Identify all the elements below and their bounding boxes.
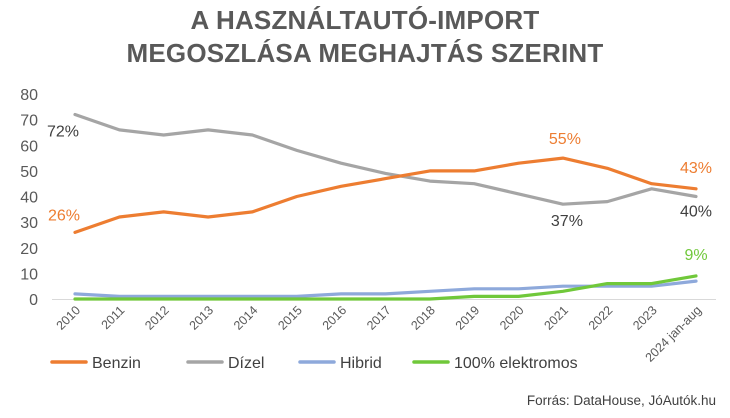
series-line-100-elektromos [73,274,698,301]
x-tick-label: 2018 [408,303,438,333]
data-label: 37% [551,213,583,230]
x-tick-label: 2012 [142,303,172,333]
x-tick-label: 2016 [320,303,350,333]
legend-label: Benzin [92,355,141,372]
y-tick-label: 30 [20,215,38,232]
data-label: 55% [549,131,581,148]
x-tick-label: 2020 [497,303,527,333]
data-label: 72% [47,124,79,141]
y-tick-label: 70 [20,113,38,130]
x-tick-label: 2011 [99,303,128,332]
legend-label: 100% elektromos [454,355,578,372]
y-tick-label: 80 [20,87,38,104]
series-line-d-zel [73,112,698,206]
y-tick-label: 60 [20,138,38,155]
x-tick-label: 2023 [630,303,660,333]
y-tick-label: 20 [20,241,38,258]
y-tick-label: 40 [20,190,38,207]
source-note: Forrás: DataHouse, JóAutók.hu [526,393,716,408]
chart-title: A HASZNÁLTAUTÓ-IMPORT MEGOSZLÁSA MEGHAJT… [0,4,730,70]
x-tick-label: 2013 [187,303,217,333]
x-tick-label: 2015 [275,303,305,333]
data-label: 43% [680,160,712,177]
data-label: 26% [48,207,80,224]
legend-label: Dízel [228,355,264,372]
data-label: 9% [684,247,707,264]
legend-label: Hibrid [340,355,382,372]
chart-title-line2: MEGOSZLÁSA MEGHAJTÁS SZERINT [126,38,604,68]
y-tick-label: 0 [29,292,38,309]
chart-title-line1: A HASZNÁLTAUTÓ-IMPORT [190,5,540,35]
x-tick-label: 2014 [231,303,261,333]
x-tick-label: 2021 [541,303,571,333]
x-tick-label: 2022 [586,303,616,333]
series-line-benzin [73,156,698,234]
y-tick-label: 50 [20,164,38,181]
data-label: 40% [680,204,712,221]
x-tick-label: 2010 [54,303,84,333]
x-tick-label: 2019 [453,303,483,333]
x-tick-label: 2017 [364,303,394,333]
y-tick-label: 10 [20,266,38,283]
